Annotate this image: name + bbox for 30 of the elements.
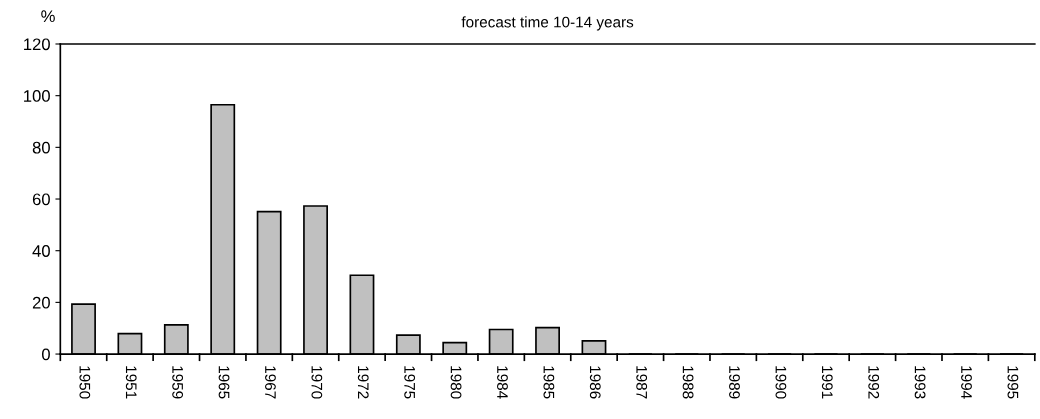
x-tick-label: 1995 xyxy=(1007,366,1019,399)
y-tick-label: 0 xyxy=(41,348,50,361)
x-tick-label: 1970 xyxy=(311,366,323,399)
x-tick-label: 1992 xyxy=(868,366,880,399)
y-tick-label: 100 xyxy=(24,90,50,102)
y-tick-label: 120 xyxy=(24,38,50,51)
y-tick-label: 40 xyxy=(32,245,50,257)
x-tick-label: 1991 xyxy=(821,366,833,399)
y-tick-label: 20 xyxy=(32,296,50,309)
x-tick-label: 1985 xyxy=(543,366,555,399)
x-tick-label: 1950 xyxy=(79,366,91,399)
y-tick-label: 60 xyxy=(32,193,50,206)
x-tick-label: 1987 xyxy=(636,366,648,399)
x-tick-label: 1972 xyxy=(357,366,369,399)
y-axis-title: % xyxy=(41,10,55,23)
x-tick-label: 1959 xyxy=(172,366,184,399)
x-tick-label: 1990 xyxy=(775,366,787,399)
x-tick-label: 1951 xyxy=(125,366,137,399)
x-tick-label: 1986 xyxy=(589,366,601,399)
x-tick-label: 1965 xyxy=(218,366,230,399)
x-tick-label: 1975 xyxy=(404,366,416,399)
x-tick-label: 1989 xyxy=(729,366,740,399)
x-tick-label: 1988 xyxy=(682,366,694,399)
x-tick-label: 1994 xyxy=(961,366,972,399)
x-tick-label: 1967 xyxy=(265,366,276,399)
x-tick-label: 1980 xyxy=(450,366,462,399)
chart-title: forecast time 10-14 years xyxy=(461,16,634,31)
x-tick-label: 1993 xyxy=(914,366,926,399)
x-tick-label: 1984 xyxy=(497,366,508,399)
y-tick-label: 80 xyxy=(32,141,50,154)
